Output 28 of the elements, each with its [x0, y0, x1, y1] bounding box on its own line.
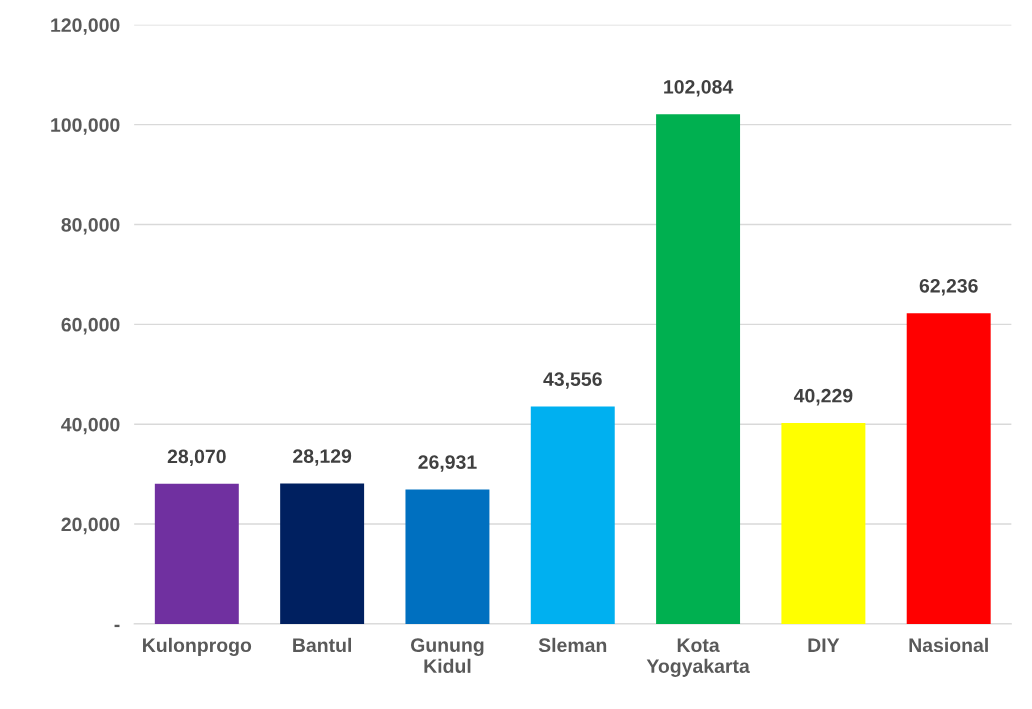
x-tick-label: Kota Yogyakarta — [646, 638, 750, 677]
bar — [405, 489, 490, 624]
y-tick-label: 20,000 — [61, 517, 120, 535]
x-tick-label: Gunung Kidul — [410, 638, 484, 674]
y-tick-label: 100,000 — [51, 118, 120, 135]
x-tick-label: Bantul — [293, 637, 351, 653]
data-label: 28,070 — [167, 449, 226, 467]
x-tick-label: Sleman — [538, 637, 607, 653]
y-tick-label: 60,000 — [61, 317, 120, 335]
y-tick-label: 40,000 — [61, 417, 120, 435]
data-label: 102,084 — [664, 79, 734, 97]
x-tick-label: Nasional — [909, 637, 988, 653]
x-tick-label: DIY — [808, 638, 840, 652]
data-label: 40,229 — [793, 388, 853, 406]
bar — [906, 313, 991, 624]
bar — [280, 483, 365, 624]
bar — [781, 423, 866, 624]
y-tick-label: - — [114, 624, 120, 628]
y-tick-label: 120,000 — [51, 18, 120, 35]
data-label: 62,236 — [919, 278, 978, 296]
data-label: 28,129 — [293, 449, 352, 466]
x-tick-label: Kulonprogo — [143, 637, 252, 657]
bar — [154, 483, 239, 624]
y-tick-label: 80,000 — [61, 217, 120, 235]
data-label: 26,931 — [418, 455, 477, 472]
bar — [530, 406, 615, 624]
data-label: 43,556 — [543, 372, 602, 389]
bar — [656, 114, 741, 624]
